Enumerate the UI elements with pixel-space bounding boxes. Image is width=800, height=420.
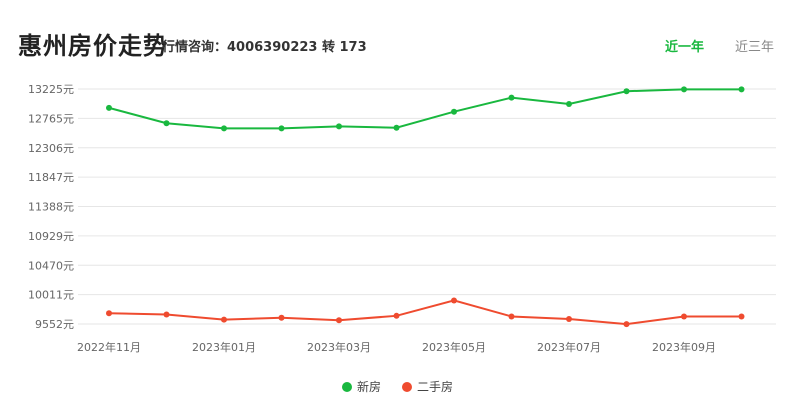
x-axis-labels: 2022年11月 2023年01月 2023年03月 2023年05月 2023年07月… <box>77 340 716 354</box>
data-point-new <box>163 120 170 127</box>
data-point-new <box>106 104 112 111</box>
data-point-second <box>451 297 457 304</box>
data-point-second <box>566 316 572 323</box>
data-point-new <box>508 94 515 101</box>
x-tick-label: 2023年03月 <box>307 340 371 354</box>
data-point-new <box>623 88 630 95</box>
page-header: 惠州房价走势 行情咨询：4006390223 转 173 近一年 近三年 <box>18 26 782 62</box>
data-point-second <box>508 313 515 320</box>
data-point-new <box>393 124 400 131</box>
hotline-text: 行情咨询：4006390223 转 173 <box>162 40 367 55</box>
data-point-new <box>681 86 687 93</box>
y-tick-label: 13225元 <box>28 83 74 96</box>
legend-label-new: 新房 <box>357 380 382 394</box>
y-tick-label: 10470元 <box>28 259 74 272</box>
x-tick-label: 2023年07月 <box>537 340 601 354</box>
legend-dot-new <box>342 382 352 392</box>
x-tick-label: 2023年01月 <box>192 340 256 354</box>
y-tick-label: 11847元 <box>28 171 74 184</box>
data-point-new <box>278 125 285 132</box>
y-tick-label: 9552元 <box>35 318 74 331</box>
y-tick-label: 12765元 <box>28 112 74 125</box>
data-point-second <box>738 313 745 320</box>
data-point-new <box>221 125 227 132</box>
series-line-new <box>108 88 742 130</box>
tab-three-years[interactable]: 近三年 <box>734 40 774 55</box>
y-axis-labels: 9552元 10011元 10470元 10929元 11388元 11847元 12306… <box>28 83 74 331</box>
data-point-new <box>451 108 457 115</box>
y-tick-label: 11388元 <box>28 201 74 214</box>
data-point-second <box>681 313 687 320</box>
x-tick-label: 2023年09月 <box>652 340 716 354</box>
grid-layer <box>78 88 776 325</box>
data-point-second <box>278 314 285 321</box>
y-tick-label: 12306元 <box>28 142 74 155</box>
legend-label-second: 二手房 <box>417 380 454 394</box>
data-point-second <box>336 317 342 324</box>
data-point-new <box>738 86 745 93</box>
data-point-new <box>336 123 342 130</box>
legend-dot-second <box>402 382 412 392</box>
data-point-new <box>566 101 572 108</box>
data-point-second <box>623 321 630 328</box>
page-title: 惠州房价走势 <box>18 32 168 60</box>
legend-item-second[interactable]: 二手房 <box>402 378 453 395</box>
y-tick-label: 10011元 <box>28 289 74 302</box>
data-point-second <box>106 310 112 317</box>
tab-one-year[interactable]: 近一年 <box>664 40 704 55</box>
data-point-second <box>393 312 400 319</box>
data-point-second <box>221 316 227 323</box>
x-tick-label: 2022年11月 <box>77 340 141 354</box>
x-tick-label: 2023年05月 <box>422 340 486 354</box>
series-line-second <box>108 299 742 326</box>
y-tick-label: 10929元 <box>28 230 74 243</box>
data-point-second <box>163 311 170 318</box>
legend-item-new[interactable]: 新房 <box>342 378 381 395</box>
chart-legend: 新房 二手房 <box>0 378 800 396</box>
series-layer <box>106 86 745 328</box>
